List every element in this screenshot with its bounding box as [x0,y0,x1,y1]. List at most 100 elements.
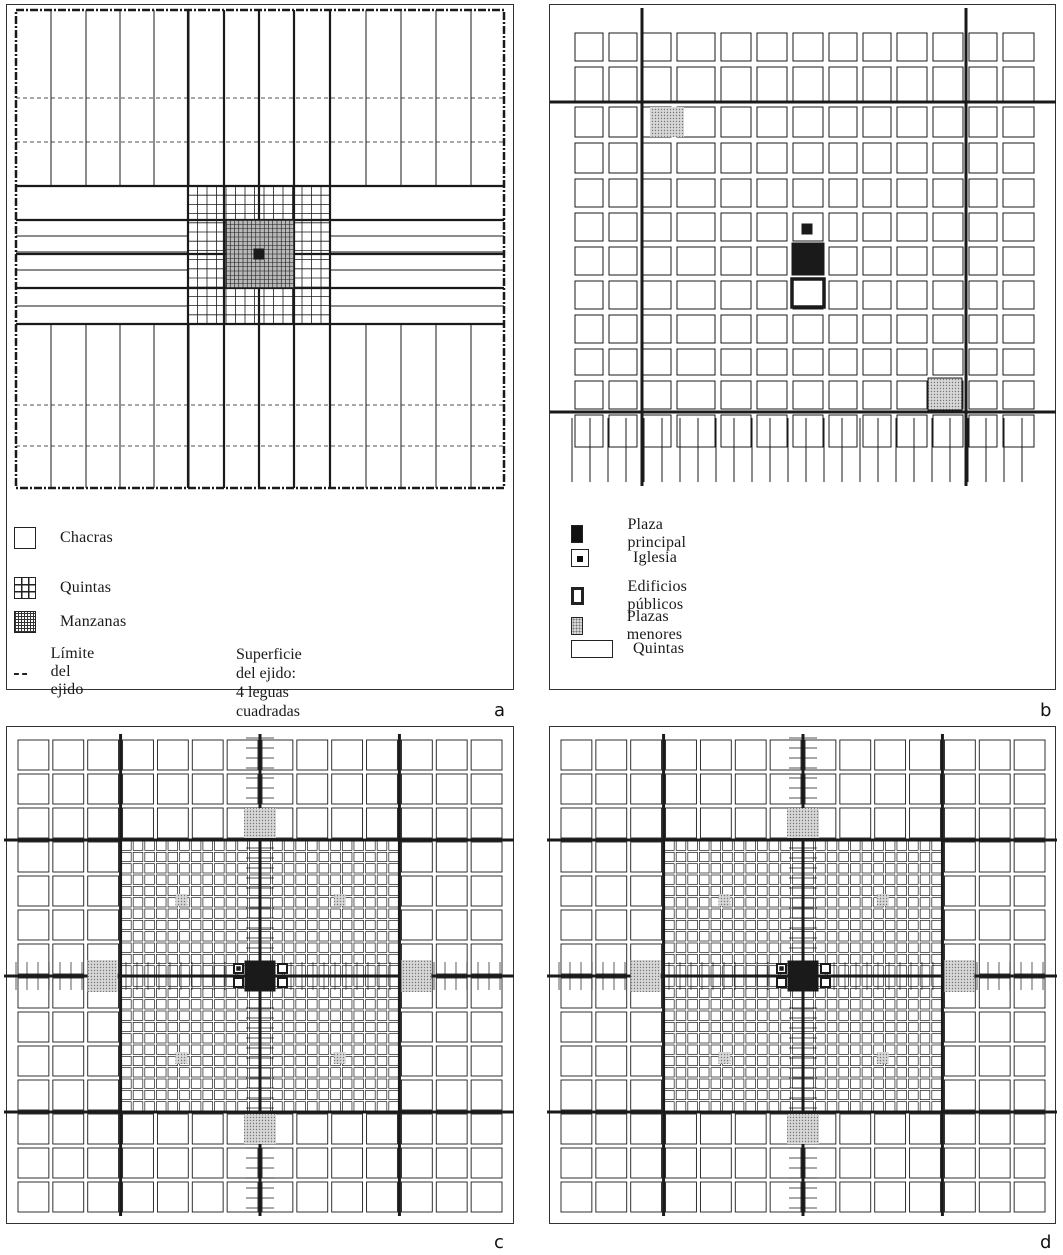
manzana-block [931,908,942,919]
manzana-block [699,942,710,953]
manzana-block [710,999,722,1010]
quinta-block [595,1011,628,1043]
manzana-block [330,987,341,999]
manzana-block [353,863,364,874]
quinta-block [470,943,503,975]
grid-square-icon [14,577,36,599]
manzana-block [318,1021,330,1033]
quinta-block [470,909,503,941]
manzana-block [272,885,283,897]
manzana-block [144,1055,155,1067]
manzana-block [167,987,179,999]
manzana-block [896,851,907,863]
quinta-block [828,348,858,376]
plaza-menor [650,107,684,137]
manzana-block [745,1089,756,1101]
manzana-block [365,1089,376,1101]
manzana-block [318,999,330,1010]
manzana-block [295,1089,306,1101]
manzana-block [144,1067,155,1078]
manzana-block [341,1033,353,1044]
quinta-block [734,1147,767,1179]
manzana-block [815,987,826,999]
quinta-block [792,32,824,62]
manzana-block [745,1021,756,1033]
manzana-block [815,1021,826,1033]
quinta-block [608,380,638,410]
quinta-block [17,807,50,839]
quinta-block [17,1079,50,1111]
manzana-block [179,1021,190,1033]
manzana-block [873,987,884,999]
quinta-block [17,1147,50,1179]
manzana-block [884,987,896,999]
panel-b-letter: b [1040,700,1052,721]
quinta-block [756,314,788,344]
bold-outline-square-icon [571,587,584,605]
manzana-block [884,851,896,863]
manzana-block [283,1078,295,1089]
manzana-block [780,1055,791,1067]
quinta-block [862,348,892,376]
quinta-block [1013,977,1046,1009]
legend-b-item-edificios: Edificios públicos [571,578,693,614]
manzana-block [675,919,687,931]
manzana-block [710,1021,722,1033]
manzana-block [699,1010,710,1021]
manzana-block [861,1101,873,1112]
manzana-block [931,863,942,874]
manzana-block [330,942,341,953]
manzana-block [699,863,710,874]
quinta-block [943,807,976,839]
quinta-block [630,841,663,873]
manzana-block [307,942,318,953]
manzana-block [132,942,144,953]
manzana-block [896,1044,907,1055]
manzana-block [838,1044,849,1055]
quinta-block [1002,178,1035,208]
manzana-block [675,1033,687,1044]
quinta-block [792,66,824,102]
manzana-block [167,1078,179,1089]
manzana-block [179,1078,190,1089]
manzana-block [318,897,330,908]
manzana-block [214,953,225,965]
manzana-block [156,1021,167,1033]
quinta-block [676,314,716,344]
manzana-block [873,863,884,874]
manzana-block [873,908,884,919]
manzana-block [861,1021,873,1033]
quinta-block [331,1113,364,1145]
quinta-block [122,773,154,805]
manzana-block [803,1078,814,1089]
quinta-block [978,875,1011,907]
manzana-block [272,1067,283,1078]
manzana-block [341,1010,353,1021]
quinta-block [261,1147,294,1179]
manzana-block [202,987,213,999]
manzana-block [873,1089,884,1101]
quinta-block [1002,106,1035,138]
quinta-block [574,314,604,344]
manzana-block [757,1067,768,1078]
manzana-block [664,840,675,851]
quinta-block [839,739,872,771]
manzana-block [768,874,780,885]
manzana-block [167,908,179,919]
quinta-block [828,246,858,276]
manzana-block [202,931,213,942]
manzana-block [768,897,780,908]
quinta-block [226,1181,259,1213]
quinta-block [191,1147,224,1179]
quinta-block [943,1045,976,1077]
manzana-block [365,885,376,897]
legend-a-label: Límite del ejido [50,645,95,698]
manzana-block [687,942,698,953]
quinta-block [122,1181,154,1213]
quinta-block [400,773,433,805]
quinta-block [874,1113,907,1145]
manzana-block [919,1033,931,1044]
quinta-block [52,1113,85,1145]
manzana-block [353,908,364,919]
manzana-block [190,1033,202,1044]
